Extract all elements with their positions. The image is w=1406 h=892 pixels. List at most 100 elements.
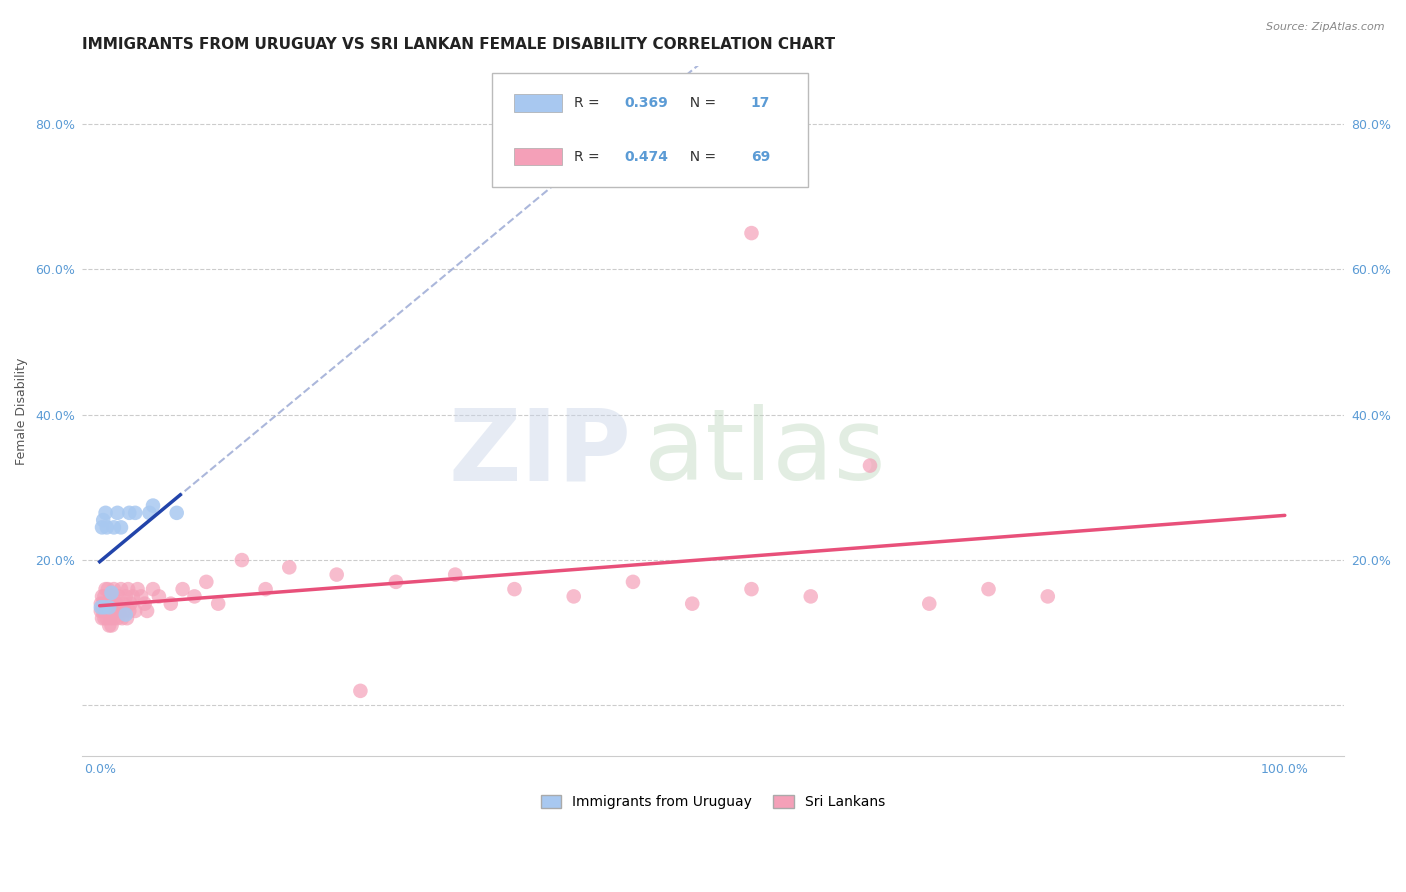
Point	[254, 582, 277, 596]
Point	[98, 611, 121, 625]
Point	[104, 604, 127, 618]
Point	[98, 600, 121, 615]
Point	[100, 597, 122, 611]
Point	[278, 560, 301, 574]
Point	[90, 604, 112, 618]
Point	[91, 520, 114, 534]
Point	[107, 611, 129, 625]
Point	[195, 574, 218, 589]
Point	[94, 582, 117, 596]
Point	[124, 604, 146, 618]
Point	[105, 597, 128, 611]
Point	[94, 506, 117, 520]
Text: 0.474: 0.474	[624, 150, 669, 163]
Point	[444, 567, 467, 582]
Text: 0.369: 0.369	[624, 96, 668, 110]
Point	[159, 597, 181, 611]
Point	[90, 597, 112, 611]
Point	[207, 597, 229, 611]
Point	[142, 499, 165, 513]
Point	[96, 611, 118, 625]
Point	[91, 604, 114, 618]
Text: 17: 17	[751, 96, 770, 110]
Point	[98, 597, 121, 611]
FancyBboxPatch shape	[513, 95, 561, 112]
Point	[118, 506, 141, 520]
Point	[183, 590, 205, 604]
Point	[562, 590, 585, 604]
Point	[110, 582, 132, 596]
Point	[1036, 590, 1059, 604]
Point	[93, 590, 115, 604]
Point	[172, 582, 194, 596]
Point	[115, 611, 138, 625]
Point	[124, 506, 146, 520]
FancyBboxPatch shape	[513, 148, 561, 165]
Point	[111, 611, 134, 625]
Point	[103, 520, 125, 534]
Point	[96, 520, 118, 534]
Point	[103, 611, 125, 625]
Point	[117, 582, 139, 596]
Text: R =: R =	[574, 96, 605, 110]
Point	[108, 604, 131, 618]
Point	[97, 604, 120, 618]
Point	[114, 607, 136, 622]
Point	[118, 604, 141, 618]
Point	[121, 590, 143, 604]
Point	[101, 604, 124, 618]
Point	[98, 590, 121, 604]
Point	[93, 611, 115, 625]
Point	[859, 458, 882, 473]
Point	[91, 513, 114, 527]
Point	[977, 582, 1000, 596]
Text: Source: ZipAtlas.com: Source: ZipAtlas.com	[1267, 22, 1385, 32]
Point	[112, 597, 135, 611]
Point	[148, 590, 170, 604]
Point	[166, 506, 188, 520]
Point	[98, 618, 121, 632]
Text: ZIP: ZIP	[449, 404, 631, 501]
Point	[136, 604, 159, 618]
Point	[740, 226, 762, 240]
Text: IMMIGRANTS FROM URUGUAY VS SRI LANKAN FEMALE DISABILITY CORRELATION CHART: IMMIGRANTS FROM URUGUAY VS SRI LANKAN FE…	[82, 37, 835, 53]
Point	[114, 590, 136, 604]
Point	[138, 506, 160, 520]
Text: N =: N =	[682, 150, 721, 163]
Point	[120, 597, 142, 611]
Point	[503, 582, 526, 596]
Legend: Immigrants from Uruguay, Sri Lankans: Immigrants from Uruguay, Sri Lankans	[536, 789, 891, 815]
Point	[142, 582, 165, 596]
FancyBboxPatch shape	[492, 73, 807, 186]
Point	[101, 590, 124, 604]
Point	[325, 567, 347, 582]
Text: N =: N =	[682, 96, 721, 110]
Point	[800, 590, 823, 604]
Point	[91, 597, 114, 611]
Point	[129, 590, 152, 604]
Point	[103, 582, 125, 596]
Point	[107, 506, 129, 520]
Text: 69: 69	[751, 150, 770, 163]
Point	[100, 618, 122, 632]
Point	[97, 582, 120, 596]
Point	[681, 597, 703, 611]
Point	[107, 590, 129, 604]
Point	[114, 604, 136, 618]
Point	[110, 520, 132, 534]
Point	[91, 611, 114, 625]
Point	[918, 597, 941, 611]
Point	[90, 600, 112, 615]
Point	[231, 553, 253, 567]
Text: atlas: atlas	[644, 404, 886, 501]
Point	[127, 582, 149, 596]
Point	[93, 600, 115, 615]
Point	[134, 597, 156, 611]
Point	[96, 597, 118, 611]
Point	[740, 582, 762, 596]
Y-axis label: Female Disability: Female Disability	[15, 358, 28, 465]
Point	[94, 604, 117, 618]
Point	[100, 586, 122, 600]
Point	[91, 590, 114, 604]
Point	[349, 684, 371, 698]
